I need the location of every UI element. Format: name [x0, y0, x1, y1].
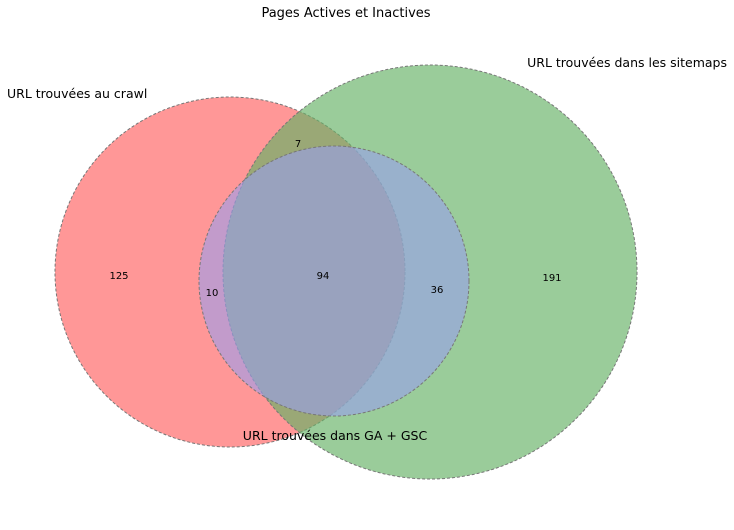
region-value-all-three: 94 [317, 271, 330, 282]
circle-ga-gsc [198, 145, 470, 417]
set-label-ga-gsc: URL trouvées dans GA + GSC [243, 428, 428, 443]
set-labels: URL trouvées au crawl URL trouvées dans … [7, 55, 727, 443]
region-labels: 125 191 36 7 10 94 [109, 139, 561, 299]
region-value-crawl-ga-gsc: 10 [206, 288, 219, 299]
region-value-crawl-sitemaps: 7 [295, 139, 301, 150]
venn-circles [54, 64, 638, 480]
chart-title: Pages Actives et Inactives [261, 6, 430, 21]
region-value-sitemaps-only: 191 [542, 273, 561, 284]
region-value-crawl-only: 125 [109, 271, 128, 282]
region-value-ga-gsc-only: 36 [431, 285, 444, 296]
set-label-crawl: URL trouvées au crawl [7, 86, 147, 101]
set-label-sitemaps: URL trouvées dans les sitemaps [527, 55, 727, 70]
